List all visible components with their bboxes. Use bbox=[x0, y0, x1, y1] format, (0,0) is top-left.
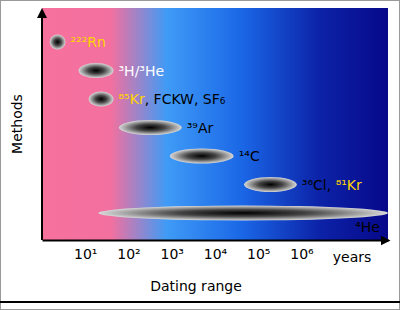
method-label-part: ⁸⁵Kr bbox=[119, 91, 145, 107]
x-tick-label: 10² bbox=[117, 246, 140, 262]
method-labels: ²²²Rn ³H/³He ⁸⁵Kr, FCKW, SF₆ ³⁹Ar ¹⁴C ³⁶Cl, ⁸… bbox=[71, 34, 380, 235]
method-label-part: ⁸¹Kr bbox=[336, 177, 362, 193]
method-label: ⁸⁵Kr, FCKW, SF₆ bbox=[119, 91, 226, 107]
method-label: ⁴He bbox=[355, 219, 380, 235]
method-label-part: , FCKW, SF₆ bbox=[145, 91, 226, 107]
x-tick: 10³ bbox=[161, 240, 184, 262]
ranges bbox=[50, 35, 388, 221]
x-tick: 10⁶ bbox=[290, 240, 314, 262]
x-tick: 10¹ bbox=[74, 240, 97, 262]
method-label-part: ³⁶Cl, bbox=[302, 177, 336, 193]
image-border bbox=[1, 1, 400, 310]
x-axis-title: Dating range bbox=[150, 278, 242, 294]
method-label: ³⁶Cl, ⁸¹Kr bbox=[302, 177, 362, 193]
plot-background bbox=[42, 8, 388, 240]
x-tick-label: 10¹ bbox=[74, 246, 97, 262]
method-label: ¹⁴C bbox=[239, 148, 260, 164]
range-ellipse bbox=[89, 92, 114, 107]
x-unit-label: years bbox=[333, 249, 372, 265]
x-tick-label: 10³ bbox=[161, 246, 184, 262]
bottom-rule bbox=[0, 301, 400, 303]
x-tick: 10⁵ bbox=[247, 240, 270, 262]
range-ellipse bbox=[119, 120, 182, 135]
method-label-part: ⁴He bbox=[355, 219, 380, 235]
range-ellipse bbox=[244, 177, 297, 192]
x-tick: 10⁴ bbox=[204, 240, 228, 262]
range-ellipse bbox=[79, 63, 114, 78]
y-axis-title: Methods bbox=[9, 94, 25, 154]
method-label-part: ³⁹Ar bbox=[187, 120, 214, 136]
method-label: ³⁹Ar bbox=[187, 120, 214, 136]
x-tick: 10² bbox=[117, 240, 140, 262]
method-label: ³H/³He bbox=[119, 63, 165, 79]
x-axis-line bbox=[43, 240, 389, 242]
x-tick-label: 10⁵ bbox=[247, 246, 270, 262]
range-ellipse bbox=[98, 206, 388, 221]
chart: ²²²Rn ³H/³He ⁸⁵Kr, FCKW, SF₆ ³⁹Ar ¹⁴C ³⁶Cl, ⁸… bbox=[0, 0, 400, 310]
range-ellipse bbox=[170, 149, 234, 164]
range-ellipse bbox=[50, 35, 66, 50]
method-label-part: ¹⁴C bbox=[239, 148, 260, 164]
x-tick-label: 10⁶ bbox=[290, 246, 314, 262]
method-label-part: ³H/³He bbox=[119, 63, 165, 79]
x-tick-label: 10⁴ bbox=[204, 246, 228, 262]
y-axis-line bbox=[41, 10, 43, 240]
method-label: ²²²Rn bbox=[71, 34, 106, 50]
method-label-part: ²²²Rn bbox=[71, 34, 106, 50]
